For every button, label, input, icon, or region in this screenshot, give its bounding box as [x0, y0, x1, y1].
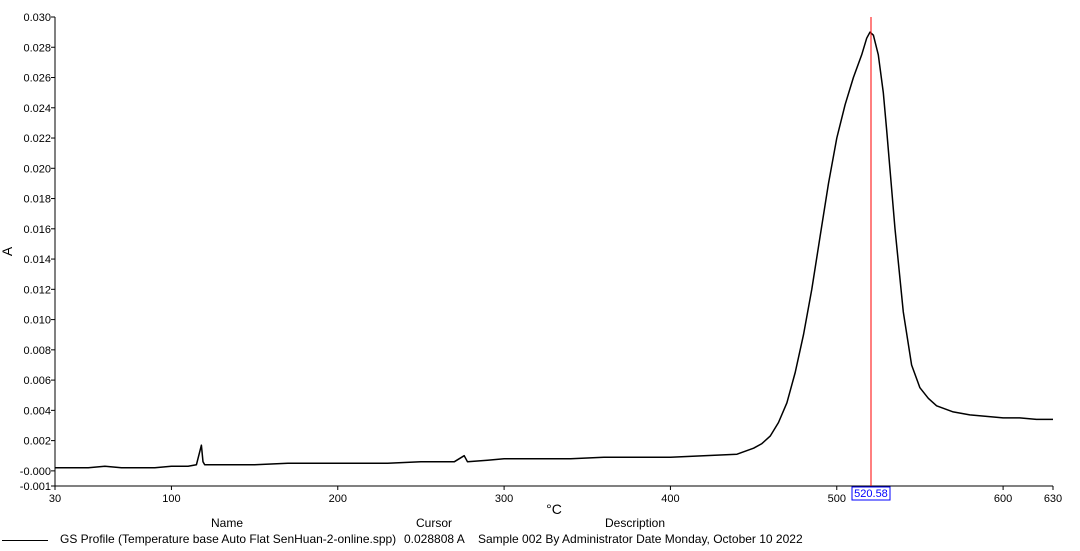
- y-tick-label: 0.030: [23, 12, 51, 24]
- x-tick-label: 500: [828, 493, 846, 505]
- y-tick-label: 0.028: [23, 42, 51, 54]
- legend-cursor-value: 0.028808 A: [404, 532, 465, 546]
- y-tick-label: 0.026: [23, 73, 51, 85]
- legend-line-swatch: [2, 540, 48, 541]
- x-tick-label: 400: [661, 493, 679, 505]
- y-tick-label: 0.018: [23, 194, 51, 206]
- legend-header-cursor: Cursor: [416, 516, 453, 530]
- y-tick-label: 0.006: [23, 375, 51, 387]
- y-tick-label: 0.010: [23, 315, 51, 327]
- y-tick-label: 0.012: [23, 284, 51, 296]
- chart-area: -0.001 -0.000 0.002 0.004 0.006 0.008 0.010 0.0…: [0, 12, 1062, 515]
- y-tick-label: 0.008: [23, 345, 51, 357]
- line-chart: -0.001 -0.000 0.002 0.004 0.006 0.008 0.010 0.0…: [0, 12, 1062, 515]
- x-tick-label: 600: [994, 493, 1012, 505]
- series-line: [55, 31, 1053, 469]
- legend-header-description: Description: [605, 516, 666, 530]
- y-tick-label: 0.002: [23, 436, 51, 448]
- y-tick-label: 0.016: [23, 224, 51, 236]
- y-tick-label: -0.001: [20, 481, 51, 493]
- y-axis-label: A: [0, 246, 15, 256]
- legend-row[interactable]: GS Profile (Temperature base Auto Flat S…: [0, 532, 1080, 548]
- x-tick-label: 200: [329, 493, 347, 505]
- cursor-label: 520.58: [854, 488, 888, 500]
- x-tick-label: 630: [1044, 493, 1062, 505]
- cursor-label-box: [851, 486, 891, 501]
- legend-description: Sample 002 By Administrator Date Monday,…: [478, 532, 803, 546]
- legend-header-name: Name: [211, 516, 244, 530]
- y-tick-label: 0.014: [23, 254, 51, 266]
- y-tick-label: 0.020: [23, 163, 51, 175]
- x-tick-label: 30: [49, 493, 61, 505]
- legend-series-name: GS Profile (Temperature base Auto Flat S…: [60, 532, 397, 546]
- x-tick-label: 100: [162, 493, 180, 505]
- y-tick-label: 0.022: [23, 133, 51, 145]
- y-tick-label: -0.000: [20, 466, 51, 478]
- y-tick-label: 0.004: [23, 405, 51, 417]
- x-axis-label: °C: [546, 501, 562, 515]
- y-tick-label: 0.024: [23, 103, 51, 115]
- x-tick-label: 300: [495, 493, 513, 505]
